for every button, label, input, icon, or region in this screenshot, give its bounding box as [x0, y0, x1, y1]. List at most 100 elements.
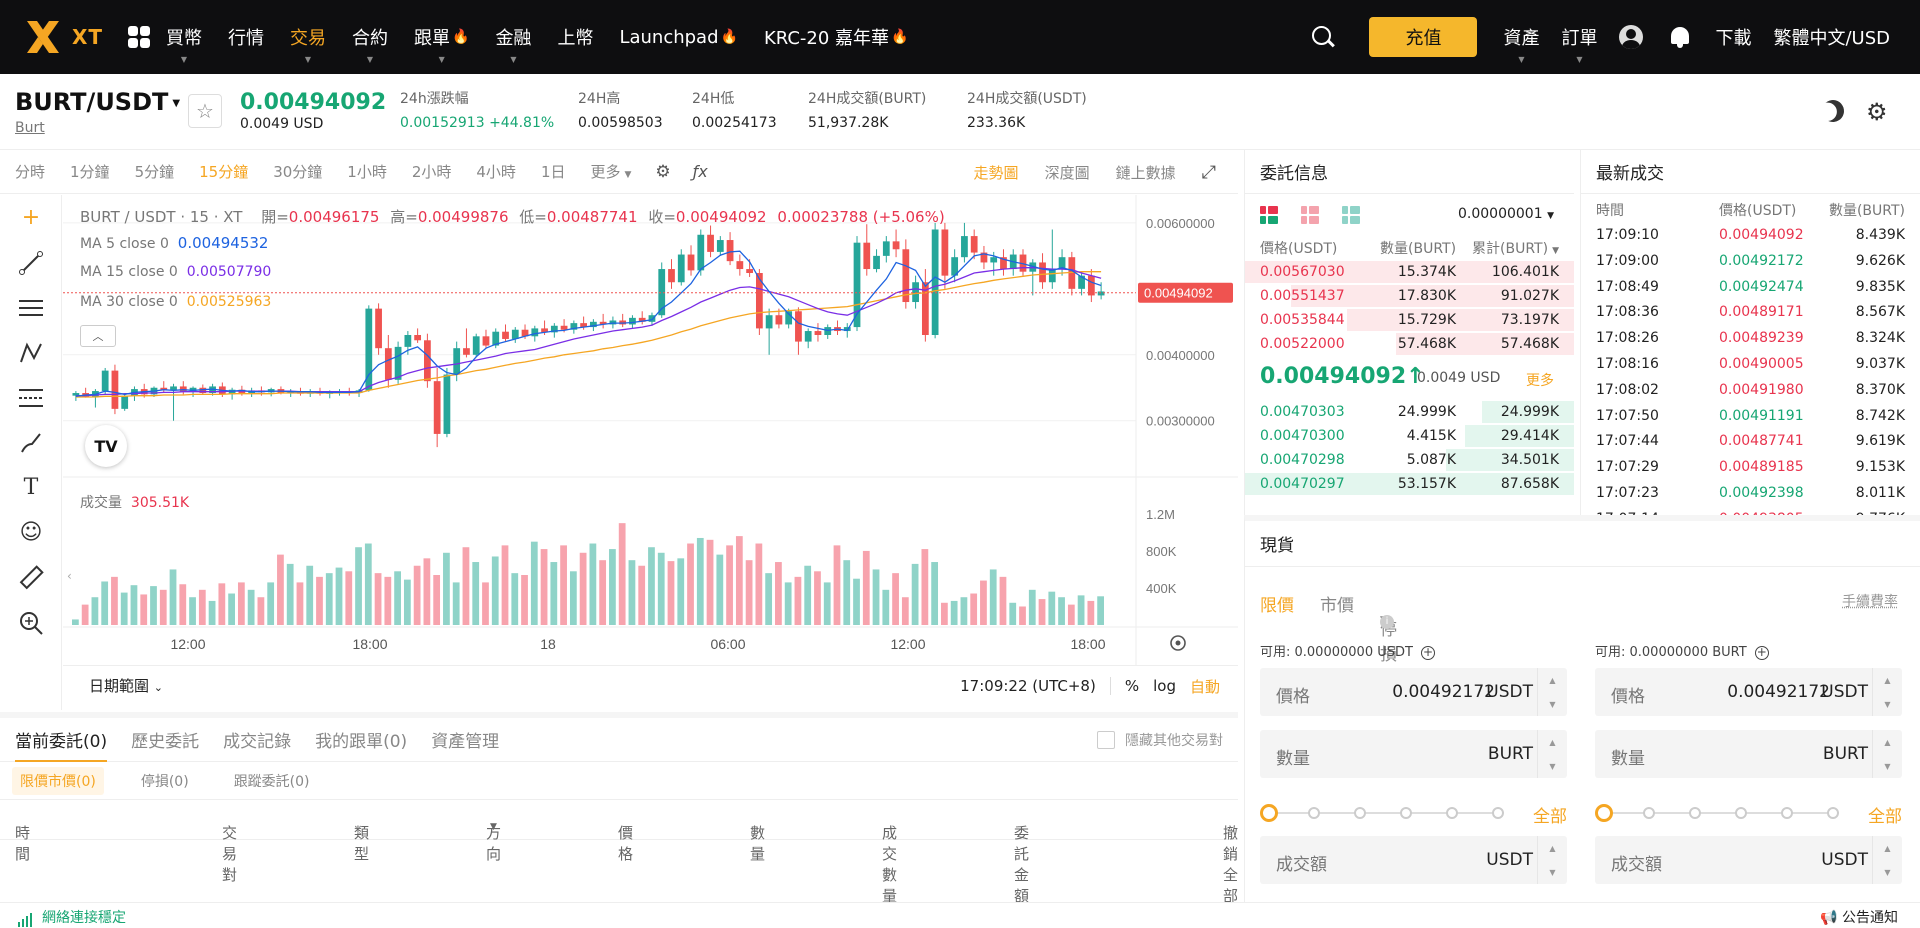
bell-icon[interactable] — [1669, 25, 1691, 49]
precision-selector[interactable]: 0.00000001 ▼ — [1458, 206, 1554, 222]
trend-line-icon[interactable] — [0, 240, 62, 285]
timeframe-7[interactable]: 4小時 — [476, 161, 516, 182]
chart-view-0[interactable]: 走勢圖 — [973, 163, 1019, 182]
nav-item-3[interactable]: 合約 ▼ — [352, 24, 388, 64]
tab-limit[interactable]: 限價 — [1260, 596, 1294, 616]
add-funds-icon[interactable]: + — [1754, 645, 1769, 660]
orders-subtab-0[interactable]: 限價市價(0) — [12, 766, 104, 795]
chevron-up-icon[interactable]: ▲ — [1884, 675, 1891, 685]
sell-price-input[interactable]: 價格 0.00492172 USDT ▲ ▼ — [1595, 668, 1902, 716]
nav-item-0[interactable]: 買幣 ▼ — [166, 24, 202, 64]
nav-item-2[interactable]: 交易 ▼ — [290, 24, 326, 64]
chevron-down-icon[interactable]: ▼ — [1549, 761, 1556, 771]
orders-tab-1[interactable]: 歷史委託 — [131, 732, 200, 752]
amount-stepper[interactable]: ▲ ▼ — [1537, 836, 1567, 884]
hide-other-pairs-toggle[interactable]: 隱藏其他交易對 — [1097, 730, 1223, 750]
bids-row[interactable]: 0.00470300 4.415K 29.414K — [1245, 424, 1574, 448]
asks-row[interactable]: 0.00567030 15.374K 106.401K — [1245, 260, 1574, 284]
quantity-stepper[interactable]: ▲ ▼ — [1537, 730, 1567, 778]
chevron-up-icon[interactable]: ▲ — [1549, 843, 1556, 853]
timeframe-8[interactable]: 1日 — [541, 161, 566, 182]
tab-market[interactable]: 市價 — [1320, 596, 1354, 616]
more-link[interactable]: 更多 — [1526, 373, 1554, 389]
scroll-left-icon[interactable]: ‹ — [67, 569, 72, 583]
timeframe-2[interactable]: 5分鐘 — [135, 161, 175, 182]
nav-item-8[interactable]: KRC-20 嘉年華 🔥 — [764, 24, 909, 50]
bids-row[interactable]: 0.00470297 53.157K 87.658K — [1245, 472, 1574, 496]
chart-view-1[interactable]: 深度圖 — [1044, 163, 1090, 182]
horizontal-lines-icon[interactable] — [0, 285, 62, 330]
favorite-star-icon[interactable]: ☆ — [188, 94, 222, 128]
auto-scale-toggle[interactable]: 自動 — [1189, 677, 1220, 696]
buy-quantity-input[interactable]: 數量 BURT ▲ ▼ — [1260, 730, 1567, 778]
fee-rate-link[interactable]: 手續費率 — [1842, 594, 1898, 610]
brush-icon[interactable] — [0, 420, 62, 465]
orders-tab-4[interactable]: 資產管理 — [431, 732, 500, 752]
buy-amount-input[interactable]: 成交額 USDT ▲ ▼ — [1260, 836, 1567, 884]
collapse-legend-button[interactable]: ︿ — [80, 325, 116, 347]
orders-subtab-1[interactable]: 停損(0) — [140, 773, 189, 790]
chevron-up-icon[interactable]: ▲ — [1549, 737, 1556, 747]
sell-percent-slider[interactable]: 全部 — [1595, 792, 1902, 836]
bids-row[interactable]: 0.00470303 24.999K 24.999K — [1245, 400, 1574, 424]
zoom-in-icon[interactable] — [0, 600, 62, 645]
timeframe-1[interactable]: 1分鐘 — [70, 161, 110, 182]
nav-item-4[interactable]: 跟單 🔥 ▼ — [414, 24, 469, 64]
settings-gear-icon[interactable]: ⚙ — [1866, 98, 1888, 126]
nav-item-5[interactable]: 金融 ▼ — [495, 24, 531, 64]
chevron-down-icon[interactable]: ▼ — [1884, 867, 1891, 877]
percent-toggle[interactable]: % — [1109, 677, 1139, 695]
date-range-dropdown[interactable]: 日期範圍 ⌄ — [89, 675, 163, 696]
nav-item-1[interactable]: 行情 — [228, 24, 264, 50]
slider-handle[interactable] — [1595, 804, 1613, 822]
nav-item-6[interactable]: 上幣 — [557, 24, 593, 50]
language-currency-selector[interactable]: 繁體中文/USD — [1773, 28, 1890, 49]
dark-mode-moon-icon[interactable] — [1818, 96, 1848, 126]
asks-row[interactable]: 0.00522000 57.468K 57.468K — [1245, 332, 1574, 356]
slider-handle[interactable] — [1260, 804, 1278, 822]
apps-grid-icon[interactable] — [128, 26, 150, 48]
chevron-up-icon[interactable]: ▲ — [1884, 737, 1891, 747]
chevron-down-icon[interactable]: ▼ — [1549, 699, 1556, 709]
tradingview-logo[interactable]: TV — [85, 425, 127, 467]
chevron-down-icon[interactable]: ▼ — [1884, 761, 1891, 771]
search-icon[interactable] — [1311, 25, 1335, 49]
info-icon[interactable]: i — [1380, 615, 1394, 629]
nav-download[interactable]: 下載 — [1715, 28, 1752, 49]
pair-subtitle[interactable]: Burt — [15, 120, 45, 136]
timeframe-5[interactable]: 1小時 — [347, 161, 387, 182]
orders-tab-3[interactable]: 我的跟單(0) — [315, 732, 408, 752]
chevron-up-icon[interactable]: ▲ — [1549, 675, 1556, 685]
crosshair-icon[interactable]: + — [21, 205, 41, 230]
add-funds-icon[interactable]: + — [1421, 645, 1436, 660]
nav-assets[interactable]: 資產 ▼ — [1503, 24, 1539, 64]
quantity-stepper[interactable]: ▲ ▼ — [1872, 730, 1902, 778]
pair-selector[interactable]: BURT/USDT ▼ — [15, 88, 180, 116]
buy-percent-slider[interactable]: 全部 — [1260, 792, 1567, 836]
pattern-tool-icon[interactable] — [0, 330, 62, 375]
announcements-link[interactable]: 📢 公告通知 — [1820, 907, 1898, 927]
chart-canvas[interactable]: 0.00600000 0.00400000 0.00300000 1.2M 800K 40… — [63, 195, 1238, 665]
book-view-bids-icon[interactable] — [1342, 206, 1360, 224]
function-fx-icon[interactable]: ƒx — [692, 162, 708, 181]
orders-tab-2[interactable]: 成交記錄 — [223, 732, 292, 752]
ruler-icon[interactable] — [0, 555, 62, 600]
text-tool-icon[interactable]: T — [23, 475, 39, 500]
asks-row[interactable]: 0.00535844 15.729K 73.197K — [1245, 308, 1574, 332]
chevron-up-icon[interactable]: ▲ — [1884, 843, 1891, 853]
time-axis-settings-icon[interactable] — [1170, 635, 1186, 651]
timeframe-6[interactable]: 2小時 — [412, 161, 452, 182]
emoji-icon[interactable]: ☺ — [19, 520, 43, 545]
orders-subtab-2[interactable]: 跟蹤委託(0) — [233, 773, 310, 790]
fib-tool-icon[interactable] — [0, 375, 62, 420]
sell-quantity-input[interactable]: 數量 BURT ▲ ▼ — [1595, 730, 1902, 778]
checkbox[interactable] — [1097, 731, 1115, 749]
indicator-settings-icon[interactable]: ⚙ — [655, 161, 671, 182]
price-stepper[interactable]: ▲ ▼ — [1872, 668, 1902, 716]
amount-stepper[interactable]: ▲ ▼ — [1872, 836, 1902, 884]
price-stepper[interactable]: ▲ ▼ — [1537, 668, 1567, 716]
book-view-asks-icon[interactable] — [1301, 206, 1319, 224]
buy-all-button[interactable]: 全部 — [1533, 807, 1567, 827]
sell-amount-input[interactable]: 成交額 USDT ▲ ▼ — [1595, 836, 1902, 884]
asks-row[interactable]: 0.00551437 17.830K 91.027K — [1245, 284, 1574, 308]
